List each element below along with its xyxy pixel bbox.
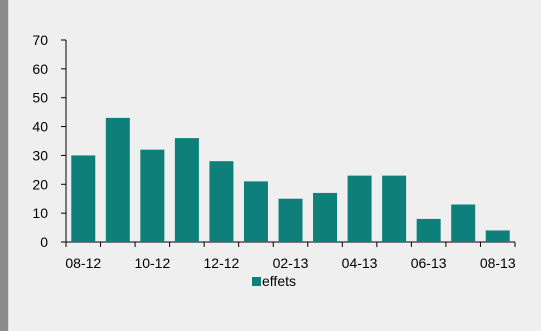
bar-07-13 [451, 204, 476, 242]
x-tick-label: 04-13 [342, 255, 378, 271]
x-tick-label: 10-12 [134, 255, 170, 271]
bar-06-13 [416, 218, 441, 242]
y-axis: 0 10 20 30 40 50 60 70 [32, 32, 67, 250]
bar-09-12 [105, 117, 130, 242]
x-tick-label: 08-13 [480, 255, 516, 271]
bar-02-13 [278, 198, 303, 242]
y-tick-label: 60 [32, 61, 48, 77]
bar-08-13 [485, 230, 510, 242]
legend-swatch [252, 277, 261, 286]
y-tick-label: 40 [32, 119, 48, 135]
legend: effets [252, 273, 296, 289]
bar-04-13 [347, 175, 372, 242]
y-tick-label: 0 [40, 234, 48, 250]
y-tick-label: 70 [32, 32, 48, 48]
y-tick-label: 10 [32, 205, 48, 221]
x-axis: 08-12 10-12 12-12 02-13 04-13 06-13 08-13 [65, 241, 516, 271]
legend-label: effets [262, 273, 296, 289]
bars [71, 117, 510, 242]
bar-11-12 [174, 138, 199, 242]
x-tick-label: 02-13 [273, 255, 309, 271]
y-tick-label: 30 [32, 147, 48, 163]
bar-05-13 [382, 175, 407, 242]
bar-03-13 [313, 192, 338, 242]
bar-10-12 [140, 149, 165, 242]
chart-panel [8, 0, 541, 331]
bar-01-13 [243, 181, 268, 242]
x-tick-label: 06-13 [411, 255, 447, 271]
x-tick-label: 08-12 [65, 255, 101, 271]
x-tick-label: 12-12 [204, 255, 240, 271]
y-tick-label: 20 [32, 176, 48, 192]
bar-12-12 [209, 161, 234, 242]
left-divider [0, 0, 8, 331]
y-tick-label: 50 [32, 90, 48, 106]
bar-08-12 [71, 155, 96, 242]
